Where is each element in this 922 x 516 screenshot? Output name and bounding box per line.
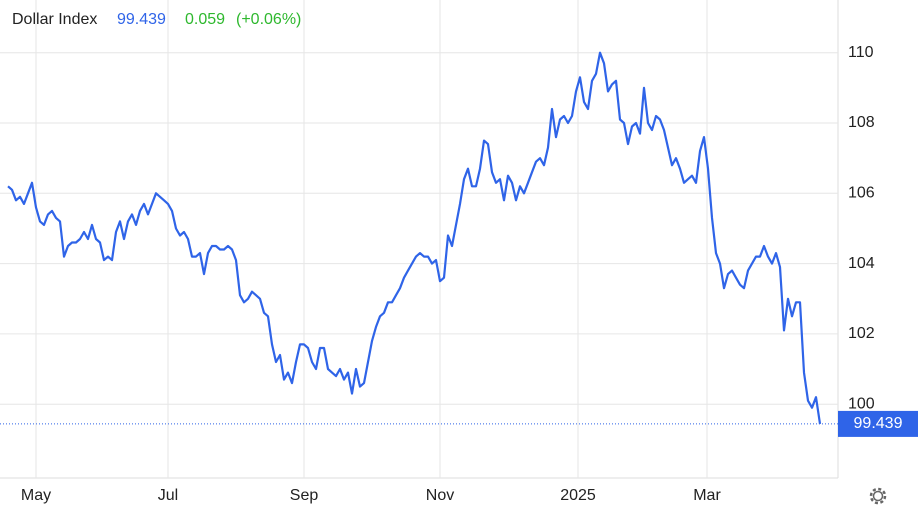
y-tick-label: 108: [848, 114, 875, 131]
price-line: [7, 51, 822, 425]
header-change-pct: (+0.06%): [236, 11, 301, 28]
y-tick-label: 106: [848, 185, 875, 202]
x-tick-label: Jul: [158, 487, 178, 504]
x-tick-label: Nov: [426, 487, 454, 504]
x-tick-label: Mar: [693, 487, 721, 504]
chart-title: Dollar Index: [12, 11, 97, 28]
settings-icon[interactable]: [869, 487, 887, 505]
last-price-label: 99.439: [854, 415, 903, 432]
y-tick-label: 100: [848, 395, 875, 412]
x-tick-label: Sep: [290, 487, 319, 504]
y-tick-label: 104: [848, 255, 875, 272]
x-tick-label: 2025: [560, 487, 596, 504]
x-tick-label: May: [21, 487, 51, 504]
last-price-box: [838, 410, 918, 437]
y-tick-label: 110: [848, 44, 874, 61]
header-price: 99.439: [117, 11, 166, 28]
y-tick-label: 102: [848, 325, 875, 342]
header-change: 0.059: [185, 11, 225, 28]
